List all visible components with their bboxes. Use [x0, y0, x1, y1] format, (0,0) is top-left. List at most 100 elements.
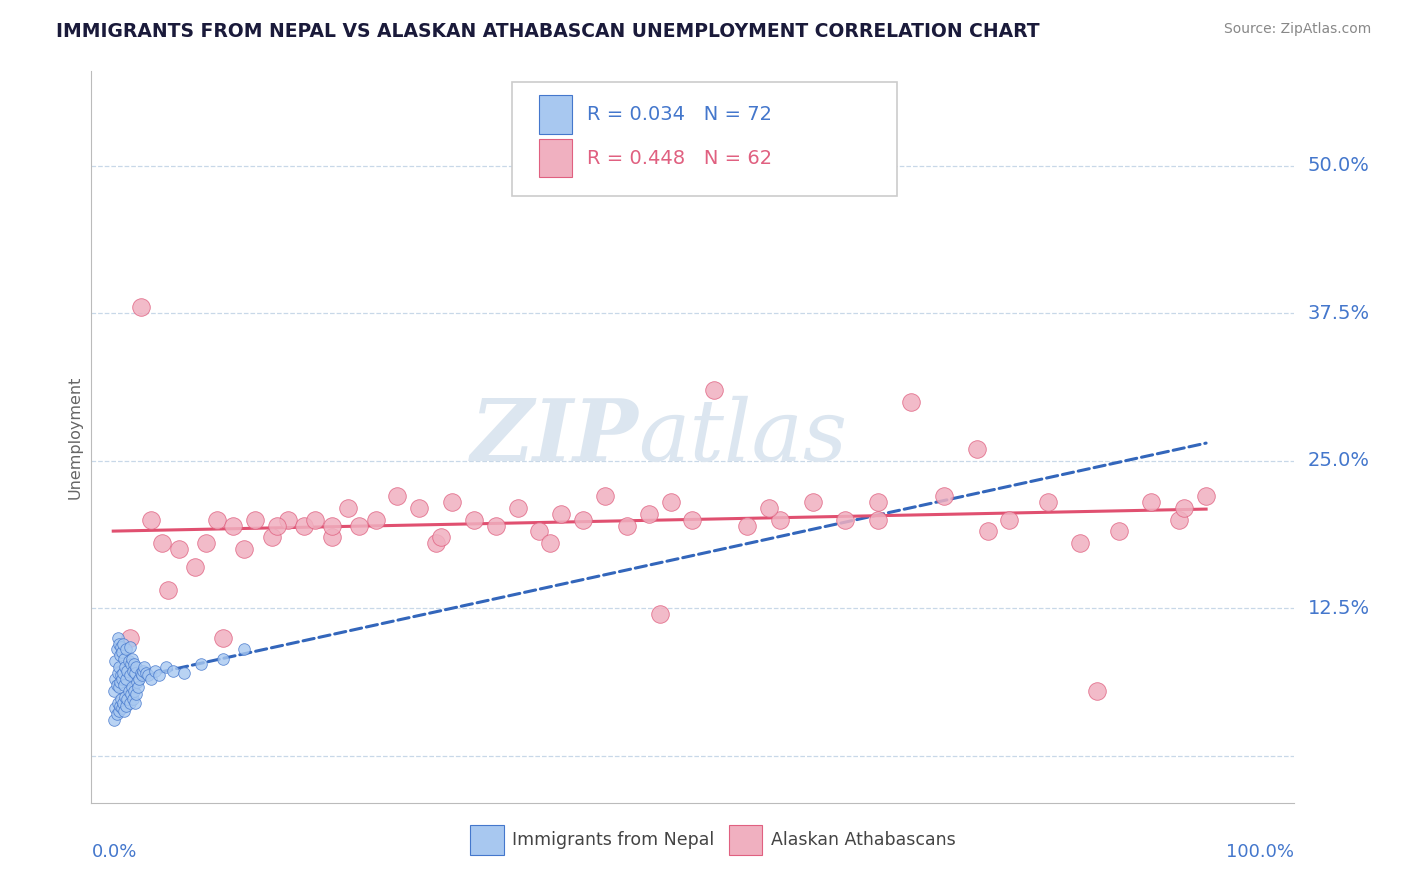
Point: [976, 524, 998, 539]
Bar: [538, 139, 572, 178]
Point: [105, 642, 128, 657]
Point: [118, 696, 141, 710]
FancyBboxPatch shape: [512, 82, 897, 195]
Point: [129, 666, 152, 681]
Point: [769, 513, 792, 527]
Point: [173, 666, 195, 681]
Point: [118, 631, 141, 645]
Point: [129, 301, 152, 315]
Point: [408, 500, 430, 515]
Point: [637, 507, 659, 521]
Point: [107, 636, 129, 650]
Point: [122, 657, 145, 671]
Point: [616, 518, 638, 533]
Point: [538, 536, 561, 550]
Point: [135, 666, 157, 681]
Point: [125, 660, 148, 674]
Point: [205, 513, 228, 527]
Point: [118, 668, 141, 682]
Point: [111, 672, 134, 686]
Point: [245, 513, 267, 527]
Point: [184, 559, 207, 574]
Point: [105, 707, 128, 722]
Point: [114, 690, 136, 704]
Point: [132, 664, 155, 678]
Text: ZIP: ZIP: [471, 395, 638, 479]
Point: [117, 683, 139, 698]
Point: [104, 654, 127, 668]
Text: 100.0%: 100.0%: [1226, 843, 1294, 861]
Text: IMMIGRANTS FROM NEPAL VS ALASKAN ATHABASCAN UNEMPLOYMENT CORRELATION CHART: IMMIGRANTS FROM NEPAL VS ALASKAN ATHABAS…: [56, 22, 1040, 41]
Point: [141, 513, 163, 527]
Point: [107, 704, 129, 718]
Point: [425, 536, 447, 550]
Point: [110, 640, 132, 654]
Point: [121, 652, 143, 666]
Point: [128, 672, 150, 686]
Text: R = 0.034   N = 72: R = 0.034 N = 72: [586, 105, 772, 124]
Point: [506, 500, 529, 515]
Bar: [470, 825, 503, 855]
Point: [117, 664, 139, 678]
Point: [122, 664, 145, 678]
Point: [112, 666, 135, 681]
Text: 0.0%: 0.0%: [91, 843, 136, 861]
Point: [115, 642, 138, 657]
Point: [572, 513, 595, 527]
Point: [148, 668, 170, 682]
Point: [1085, 683, 1108, 698]
Point: [321, 530, 343, 544]
Point: [387, 489, 409, 503]
Point: [143, 664, 166, 678]
Point: [125, 687, 148, 701]
Point: [167, 542, 190, 557]
Point: [110, 692, 132, 706]
Point: [108, 675, 131, 690]
Point: [107, 666, 129, 681]
Point: [1069, 536, 1091, 550]
Point: [103, 713, 125, 727]
Point: [117, 654, 139, 668]
Point: [966, 442, 988, 456]
Point: [156, 583, 179, 598]
Point: [550, 507, 572, 521]
Point: [1108, 524, 1130, 539]
Point: [463, 513, 485, 527]
Point: [233, 542, 256, 557]
Point: [108, 699, 131, 714]
Point: [117, 692, 139, 706]
Point: [107, 660, 129, 674]
Point: [120, 687, 142, 701]
Point: [211, 652, 233, 666]
Point: [190, 657, 212, 671]
Point: [124, 696, 146, 710]
Point: [834, 513, 856, 527]
Point: [121, 680, 143, 694]
Point: [440, 495, 463, 509]
Point: [112, 704, 135, 718]
Point: [107, 680, 129, 694]
Point: [900, 394, 922, 409]
Point: [485, 518, 508, 533]
Point: [1140, 495, 1163, 509]
Point: [127, 680, 149, 694]
Point: [1167, 513, 1189, 527]
Point: [195, 536, 218, 550]
Point: [321, 518, 343, 533]
Point: [703, 383, 725, 397]
Point: [131, 668, 153, 682]
Point: [124, 666, 146, 681]
Bar: [538, 95, 572, 134]
Point: [107, 631, 129, 645]
Point: [529, 524, 551, 539]
Text: R = 0.448   N = 62: R = 0.448 N = 62: [586, 149, 772, 168]
Point: [648, 607, 671, 621]
Point: [112, 652, 135, 666]
Point: [155, 660, 177, 674]
Point: [430, 530, 453, 544]
Point: [127, 675, 149, 690]
Point: [114, 660, 136, 674]
Point: [932, 489, 955, 503]
Point: [122, 683, 145, 698]
Point: [107, 696, 129, 710]
